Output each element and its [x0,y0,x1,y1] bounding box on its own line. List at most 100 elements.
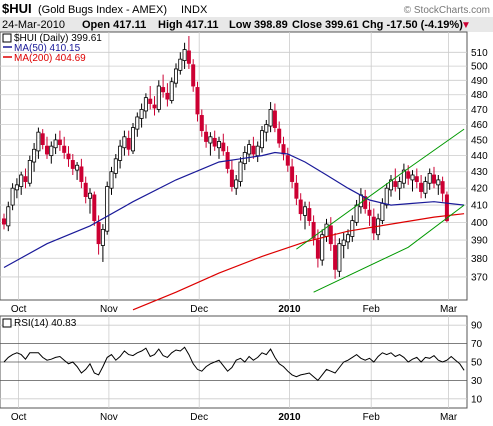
candle-body [152,104,157,109]
candle-body [281,144,286,155]
candle-body [113,158,118,174]
candle-body [23,176,28,182]
price-x-tick-label: 2010 [278,304,301,315]
candle-body [277,128,282,144]
candle-body [199,115,204,132]
candle [367,201,372,226]
price-tick-label: 440 [471,151,488,162]
price-tick-label: 480 [471,90,488,101]
price-tick-label: 450 [471,135,488,146]
rsi-x-tick-label: Oct [11,412,27,423]
candle [165,83,170,107]
candle [320,229,325,266]
candle-body [70,160,75,169]
price-tick-label: 380 [471,254,488,265]
candle-body [414,176,419,182]
candle [410,170,415,192]
index-name-label: (Gold Bugs Index - AMEX) [38,4,167,16]
candle-body [333,245,338,270]
candle-body [247,144,252,155]
candle-body [143,97,148,112]
candle-body [49,145,54,157]
price-panel [0,31,468,301]
candle-body [156,85,161,110]
ma50-legend: MA(50) 410.15 [14,43,81,54]
candle [216,136,221,159]
price-tick-label: 370 [471,272,488,283]
candle-body [186,50,191,64]
candle [414,168,419,189]
candle-body [19,174,24,187]
candle [247,139,252,163]
candle-body [83,182,88,197]
candle-body [53,139,58,149]
candle [70,154,75,175]
candle-body [173,68,178,84]
candle-body [221,142,226,152]
candle-body [264,124,269,133]
candle-body [191,64,196,87]
candle [371,208,376,241]
candle [436,174,441,195]
candle-body [2,218,7,225]
ma200-line [132,213,465,311]
candle-body [427,172,432,184]
price-tick-label: 460 [471,120,488,131]
candle [307,201,312,226]
candle-body [66,153,71,160]
candle [173,63,178,88]
price-tick-label: 500 [471,62,488,73]
rsi-grid [0,316,467,408]
close-label: Close 399.61 [292,19,359,31]
candle [161,74,166,98]
candle-body [238,161,243,182]
candle [32,143,37,172]
price-tick-label: 510 [471,48,488,59]
candle [393,168,398,192]
candle [191,59,196,92]
candle [234,174,239,195]
candle [419,174,424,199]
candle-body [169,81,174,101]
candle [169,77,174,104]
candle [156,80,161,113]
candle-body [380,202,385,222]
candle [10,183,15,211]
candle-body [45,145,50,155]
price-x-tick-label: Dec [190,304,208,315]
candle [302,201,307,230]
candle-body [419,182,424,192]
price-x-axis-labels: Oct Nov Dec 2010 Feb Mar [11,304,458,315]
candle-body [208,136,213,144]
candle [259,126,264,153]
candle-body [62,145,67,153]
candle [388,174,393,197]
rsi-tick-label: 70 [471,339,483,350]
price-tick-label: 390 [471,236,488,247]
candle-body [397,181,402,189]
price-x-tick-label: Oct [11,304,27,315]
exchange-label: INDX [181,4,208,16]
rsi-x-tick-label: 2010 [278,412,301,423]
rsi-x-tick-label: Mar [440,412,458,423]
candle-body [135,116,140,130]
candle-body [440,181,445,194]
channel-lower-line [313,204,465,293]
candle [427,168,432,190]
candle-body [14,184,19,191]
price-tick-label: 490 [471,76,488,87]
candle-body [79,166,84,182]
change-down-arrow-icon: ▼ [461,20,471,31]
candlestick-series [2,36,449,279]
candle-body [259,130,264,149]
candle-body [27,160,32,184]
candle [311,215,316,246]
price-axis-ticks: 370 380 390 400 410 420 430 440 450 460 470 480 490 5… [471,48,488,284]
candle-body [384,187,389,206]
candle-body [216,141,221,149]
candle-body [182,49,187,61]
candle [6,201,11,232]
candle [345,229,350,250]
date-label: 24-Mar-2010 [2,19,65,31]
candle-body [406,171,411,179]
